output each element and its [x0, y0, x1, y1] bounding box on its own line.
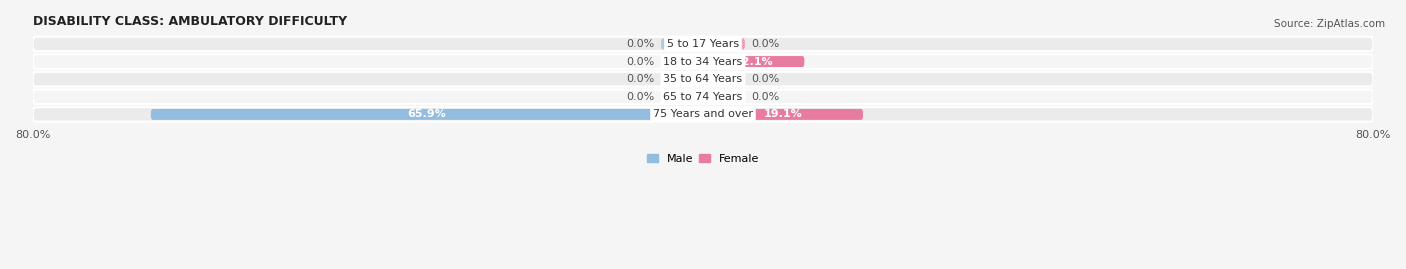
Text: 19.1%: 19.1%	[763, 109, 803, 119]
FancyBboxPatch shape	[703, 109, 863, 120]
Text: 0.0%: 0.0%	[626, 56, 654, 66]
Text: Source: ZipAtlas.com: Source: ZipAtlas.com	[1274, 19, 1385, 29]
FancyBboxPatch shape	[32, 72, 1374, 86]
FancyBboxPatch shape	[661, 56, 703, 67]
Text: DISABILITY CLASS: AMBULATORY DIFFICULTY: DISABILITY CLASS: AMBULATORY DIFFICULTY	[32, 15, 347, 28]
Text: 12.1%: 12.1%	[734, 56, 773, 66]
Text: 18 to 34 Years: 18 to 34 Years	[664, 56, 742, 66]
Text: 75 Years and over: 75 Years and over	[652, 109, 754, 119]
FancyBboxPatch shape	[703, 56, 804, 67]
Text: 0.0%: 0.0%	[626, 92, 654, 102]
FancyBboxPatch shape	[661, 91, 703, 102]
Text: 0.0%: 0.0%	[752, 92, 780, 102]
FancyBboxPatch shape	[703, 38, 745, 49]
FancyBboxPatch shape	[661, 74, 703, 85]
FancyBboxPatch shape	[150, 109, 703, 120]
FancyBboxPatch shape	[32, 54, 1374, 69]
FancyBboxPatch shape	[32, 37, 1374, 51]
FancyBboxPatch shape	[703, 74, 745, 85]
Legend: Male, Female: Male, Female	[643, 150, 763, 168]
Text: 0.0%: 0.0%	[752, 39, 780, 49]
Text: 0.0%: 0.0%	[626, 39, 654, 49]
Text: 65 to 74 Years: 65 to 74 Years	[664, 92, 742, 102]
FancyBboxPatch shape	[661, 38, 703, 49]
Text: 0.0%: 0.0%	[626, 74, 654, 84]
Text: 35 to 64 Years: 35 to 64 Years	[664, 74, 742, 84]
FancyBboxPatch shape	[703, 91, 745, 102]
FancyBboxPatch shape	[32, 107, 1374, 122]
Text: 5 to 17 Years: 5 to 17 Years	[666, 39, 740, 49]
FancyBboxPatch shape	[32, 90, 1374, 104]
Text: 65.9%: 65.9%	[408, 109, 446, 119]
Text: 0.0%: 0.0%	[752, 74, 780, 84]
